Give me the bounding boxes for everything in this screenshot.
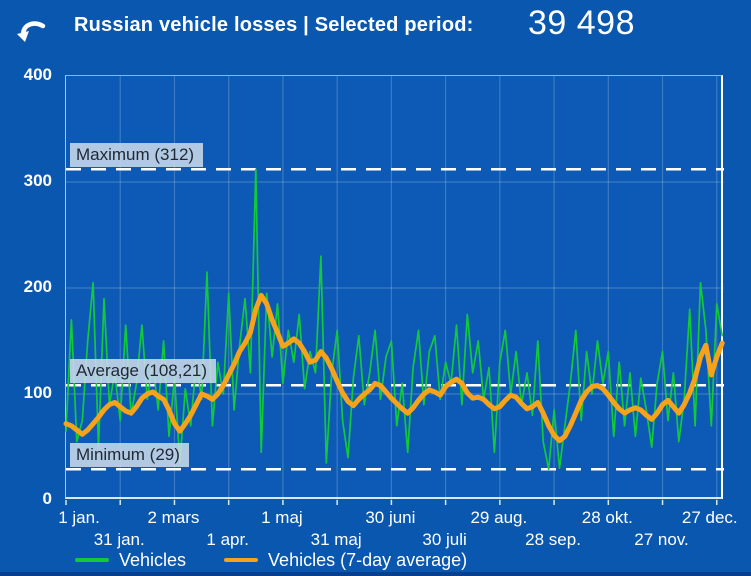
legend-swatch-icon	[75, 558, 109, 562]
x-axis-label: 29 aug.	[470, 508, 528, 527]
ref-label-minimum: Minimum (29)	[70, 443, 189, 468]
chart-canvas	[63, 76, 725, 505]
y-axis-label: 0	[42, 489, 52, 508]
y-axis: 0 100 200 300 400	[0, 65, 58, 508]
legend-label: Vehicles (7-day average)	[268, 549, 468, 570]
y-axis-label: 400	[23, 65, 52, 84]
page-title: Russian vehicle losses | Selected period…	[74, 14, 474, 36]
legend-label: Vehicles	[119, 549, 187, 570]
x-axis-label: 27 nov.	[634, 530, 689, 549]
undo-icon[interactable]	[16, 14, 50, 44]
x-axis-label: 30 juli	[422, 530, 467, 549]
header: Russian vehicle losses | Selected period…	[0, 0, 751, 60]
legend-item-vehicles[interactable]: Vehicles	[75, 550, 186, 571]
x-axis-label: 2 mars	[147, 508, 200, 527]
y-axis-label: 300	[23, 171, 52, 190]
legend-swatch-icon	[224, 558, 259, 562]
legend-item-vehicles-average[interactable]: Vehicles (7-day average)	[224, 550, 467, 571]
legend: Vehicles Vehicles (7-day average)	[75, 548, 467, 572]
bottom-strip	[0, 572, 751, 576]
x-axis-label: 27 dec.	[681, 508, 738, 527]
x-axis-label: 31 maj	[310, 530, 362, 549]
undo-arrow-icon	[17, 21, 46, 42]
ref-label-maximum: Maximum (312)	[70, 143, 204, 168]
selected-period-value: 39 498	[528, 4, 635, 42]
x-axis-label: 1 apr.	[206, 530, 249, 549]
y-axis-label: 200	[23, 277, 52, 296]
x-axis-label: 31 jan.	[93, 530, 145, 549]
x-axis-label: 1 jan.	[58, 508, 100, 527]
vehicle-losses-chart[interactable]: Maximum (312) Average (108,21) Minimum (29…	[63, 75, 725, 505]
x-axis-label: 28 sep.	[525, 530, 581, 549]
ref-label-average: Average (108,21)	[70, 359, 217, 384]
vehicles-line	[65, 168, 724, 471]
x-axis-label: 1 maj	[261, 508, 303, 527]
x-axis: 1 jan. 31 jan. 2 mars 1 apr. 1 maj 31 maj 30 j…	[58, 503, 737, 551]
x-axis-label: 28 okt.	[581, 508, 633, 527]
x-axis-label: 30 juni	[365, 508, 416, 527]
y-axis-label: 100	[23, 383, 52, 402]
vehicles-average-line	[63, 292, 725, 444]
